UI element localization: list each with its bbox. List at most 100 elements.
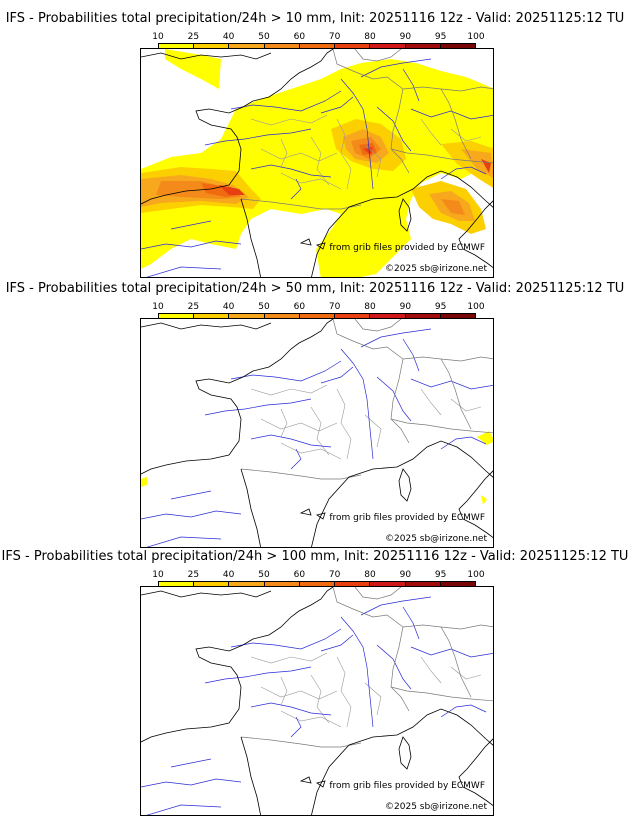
river	[360, 596, 432, 616]
legend-swatch	[264, 44, 300, 50]
legend-swatch	[370, 314, 406, 320]
legend-tick-label: 60	[293, 570, 306, 580]
river	[141, 778, 242, 788]
precip-area	[363, 147, 373, 155]
legend-swatch	[159, 44, 195, 50]
legend-swatch	[405, 44, 441, 50]
legend-tick-label: 40	[222, 570, 235, 580]
map-canvas	[141, 587, 493, 815]
panel-title: IFS - Probabilities total precipitation/…	[5, 281, 625, 296]
region-border	[310, 406, 330, 456]
region-border	[450, 128, 482, 142]
legend-tick-label: 60	[293, 302, 306, 312]
legend-tick-label: 40	[222, 32, 235, 42]
country-border	[440, 358, 472, 430]
island-coast	[316, 780, 326, 788]
river	[170, 758, 212, 768]
region-border	[260, 418, 338, 432]
river	[250, 434, 332, 448]
legend-tick-label: 10	[152, 570, 164, 580]
region-border	[450, 398, 482, 412]
coastline	[141, 322, 272, 330]
river	[320, 634, 354, 652]
legend-tick-label: 70	[328, 302, 341, 312]
river	[146, 266, 222, 277]
legend-swatch	[440, 314, 475, 320]
legend-tick-label: 50	[258, 570, 270, 580]
region-border	[420, 388, 442, 416]
legend-tick-label: 80	[364, 32, 376, 42]
legend-tick-label: 95	[434, 302, 447, 312]
river	[376, 644, 412, 690]
precip-area	[441, 199, 465, 215]
legend-tick-label: 100	[467, 302, 485, 312]
coastline	[311, 708, 493, 815]
region-border	[280, 676, 288, 706]
coastline	[141, 52, 272, 60]
legend-swatch	[440, 582, 475, 588]
region-border	[260, 148, 338, 162]
river	[402, 338, 420, 372]
legend-swatch	[370, 44, 406, 50]
legend-swatch	[159, 314, 195, 320]
precip-map: from grib files provided by ECMWF ©2025 …	[140, 586, 494, 816]
precip-area	[141, 477, 147, 487]
forecast-panel-10mm: IFS - Probabilities total precipitation/…	[0, 10, 630, 280]
legend-swatch	[299, 314, 336, 320]
legend-tick-label: 95	[434, 570, 447, 580]
precip-map: from grib files provided by ECMWF ©2025 …	[140, 48, 494, 278]
coastline	[141, 587, 334, 743]
legend-swatch	[194, 44, 230, 50]
river	[402, 606, 420, 640]
region-border	[260, 686, 338, 700]
river	[204, 128, 312, 146]
river	[320, 366, 354, 384]
region-border	[336, 118, 352, 190]
river	[230, 360, 342, 382]
river	[230, 90, 342, 112]
river	[290, 716, 302, 738]
legend-swatch	[264, 314, 300, 320]
coastline	[458, 738, 493, 806]
region-border	[280, 138, 288, 168]
coastline	[141, 49, 334, 205]
legend-tick-label: 100	[467, 570, 485, 580]
coastline	[458, 470, 493, 538]
island-coast	[316, 242, 326, 250]
legend-swatch	[229, 582, 265, 588]
island-coast	[299, 238, 312, 246]
country-border	[240, 468, 362, 480]
precip-area	[461, 149, 493, 178]
legend-tick-label: 80	[364, 570, 376, 580]
river	[290, 448, 302, 470]
region-border	[364, 144, 382, 178]
legend-swatch	[335, 44, 371, 50]
river	[360, 328, 432, 348]
country-border	[354, 587, 402, 600]
river	[146, 804, 222, 815]
region-border	[364, 414, 382, 448]
legend-swatch	[370, 582, 406, 588]
legend-swatch	[335, 314, 371, 320]
river	[250, 164, 332, 178]
source-credit: from grib files provided by ECMWF	[329, 513, 485, 523]
legend-tick-label: 100	[467, 32, 485, 42]
river	[320, 96, 354, 114]
region-border	[280, 442, 342, 460]
country-border	[440, 88, 472, 160]
precip-area	[477, 431, 493, 445]
copyright-credit: ©2025 sb@irizone.net	[385, 264, 487, 274]
region-border	[364, 682, 382, 716]
legend-tick-label: 90	[399, 32, 412, 42]
river	[376, 376, 412, 422]
legend-swatch	[159, 582, 195, 588]
legend-tick-label: 70	[328, 570, 341, 580]
legend-tick-label: 90	[399, 570, 412, 580]
river	[146, 536, 222, 547]
river	[360, 58, 432, 78]
river	[410, 646, 493, 658]
corsica-coast	[398, 736, 412, 770]
region-border	[336, 388, 352, 460]
region-border	[250, 114, 328, 126]
coastline	[311, 170, 493, 277]
